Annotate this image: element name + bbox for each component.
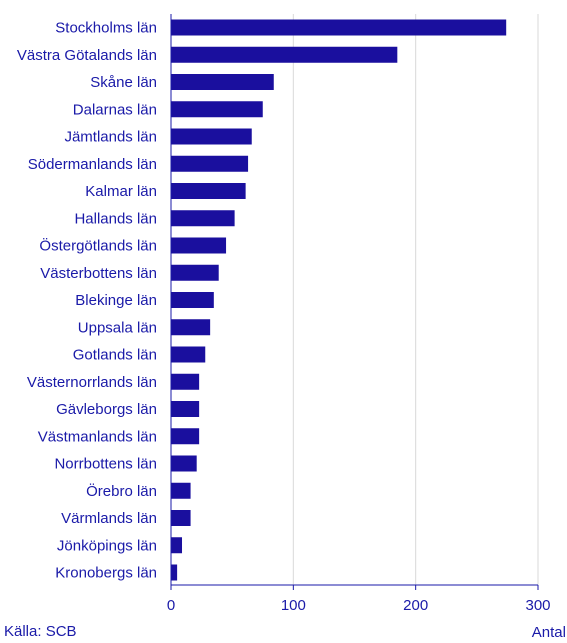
bar (171, 128, 252, 145)
category-label: Dalarnas län (73, 101, 157, 118)
category-label: Gotlands län (73, 347, 157, 364)
category-label: Gävleborgs län (56, 401, 157, 418)
bar (171, 401, 200, 417)
x-axis: 0 100 200 300 (167, 14, 551, 614)
x-tick-label: 300 (525, 597, 550, 614)
bars (171, 19, 507, 581)
category-label: Örebro län (86, 482, 157, 500)
x-tick-label: 200 (403, 597, 428, 614)
bar (171, 373, 200, 390)
category-label: Jämtlands län (64, 129, 157, 146)
bar (171, 183, 246, 199)
category-label: Kronobergs län (55, 565, 157, 582)
category-label: Blekinge län (75, 292, 157, 309)
x-axis-title: Antal (532, 624, 566, 641)
bar (171, 264, 219, 281)
bar (171, 455, 197, 472)
x-tick-label: 100 (281, 597, 306, 614)
bar (171, 482, 191, 499)
category-label: Kalmar län (85, 183, 157, 200)
category-label: Uppsala län (78, 319, 157, 336)
category-label: Stockholms län (55, 20, 157, 37)
bar (171, 237, 227, 254)
category-label: Västerbottens län (40, 265, 157, 282)
bar (171, 46, 398, 63)
category-label: Norrbottens län (54, 456, 157, 473)
x-tick-label: 0 (167, 597, 175, 614)
bar (171, 319, 211, 336)
bar (171, 101, 263, 118)
bar (171, 537, 183, 554)
category-label: Västernorrlands län (27, 374, 157, 391)
bar (171, 74, 274, 90)
bar (171, 510, 191, 526)
category-label: Västmanlands län (38, 428, 157, 445)
category-label: Jönköpings län (57, 537, 157, 554)
source-note: Källa: SCB (4, 623, 77, 640)
bar (171, 19, 507, 36)
category-label: Skåne län (90, 74, 157, 91)
category-label: Värmlands län (61, 510, 157, 527)
bar (171, 346, 206, 363)
category-labels: Stockholms län Västra Götalands län Skåne … (17, 20, 157, 582)
bar (171, 564, 178, 581)
bar (171, 292, 214, 308)
category-label: Södermanlands län (28, 156, 157, 173)
category-label: Östergötlands län (39, 237, 157, 255)
bar (171, 428, 200, 445)
category-label: Västra Götalands län (17, 47, 157, 64)
bar (171, 155, 249, 172)
gridlines (292, 14, 539, 585)
category-label: Hallands län (74, 210, 157, 227)
bar (171, 210, 235, 227)
